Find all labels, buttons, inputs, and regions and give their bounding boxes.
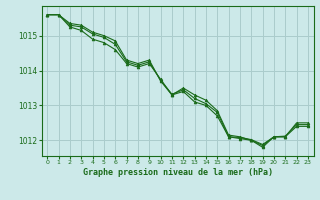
X-axis label: Graphe pression niveau de la mer (hPa): Graphe pression niveau de la mer (hPa) (83, 168, 273, 177)
